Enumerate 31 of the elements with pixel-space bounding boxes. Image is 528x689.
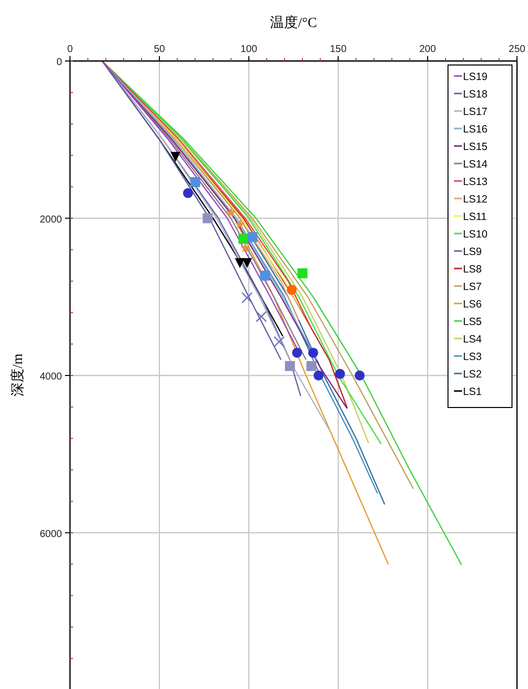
legend-label: LS9 — [463, 246, 482, 258]
legend-label: LS7 — [463, 281, 482, 293]
x-tick-label: 250 — [508, 44, 526, 55]
legend-label: LS17 — [463, 106, 488, 118]
legend-label: LS13 — [463, 176, 488, 188]
legend-label: LS14 — [463, 158, 488, 170]
y-tick-label: 4000 — [40, 372, 62, 382]
legend-label: LS10 — [463, 228, 488, 240]
y-axis-title: 深度/m — [10, 354, 26, 396]
x-tick-label: 100 — [240, 44, 258, 55]
legend-label: LS5 — [463, 316, 482, 328]
legend-label: LS2 — [463, 368, 482, 380]
x-tick-label: 150 — [330, 44, 347, 55]
x-tick-label: 0 — [67, 44, 74, 55]
legend-label: LS18 — [463, 88, 488, 100]
legend-label: LS15 — [463, 141, 488, 153]
x-tick-label: 200 — [419, 44, 436, 55]
y-tick-label: 2000 — [40, 214, 62, 226]
legend-label: LS16 — [463, 124, 488, 136]
y-tick-label: 0 — [56, 57, 62, 68]
legend-label: LS3 — [463, 351, 482, 363]
y-tick-label: 6000 — [40, 528, 62, 540]
legend-label: LS1 — [463, 386, 482, 398]
legend-label: LS6 — [463, 298, 482, 310]
legend-label: LS19 — [463, 71, 488, 83]
legend-label: LS8 — [463, 264, 482, 276]
x-tick-label: 50 — [154, 44, 166, 55]
legend-label: LS11 — [463, 211, 487, 223]
x-axis-title: 温度/°C — [270, 15, 317, 31]
legend-label: LS4 — [463, 334, 482, 346]
legend-label: LS12 — [463, 194, 488, 206]
